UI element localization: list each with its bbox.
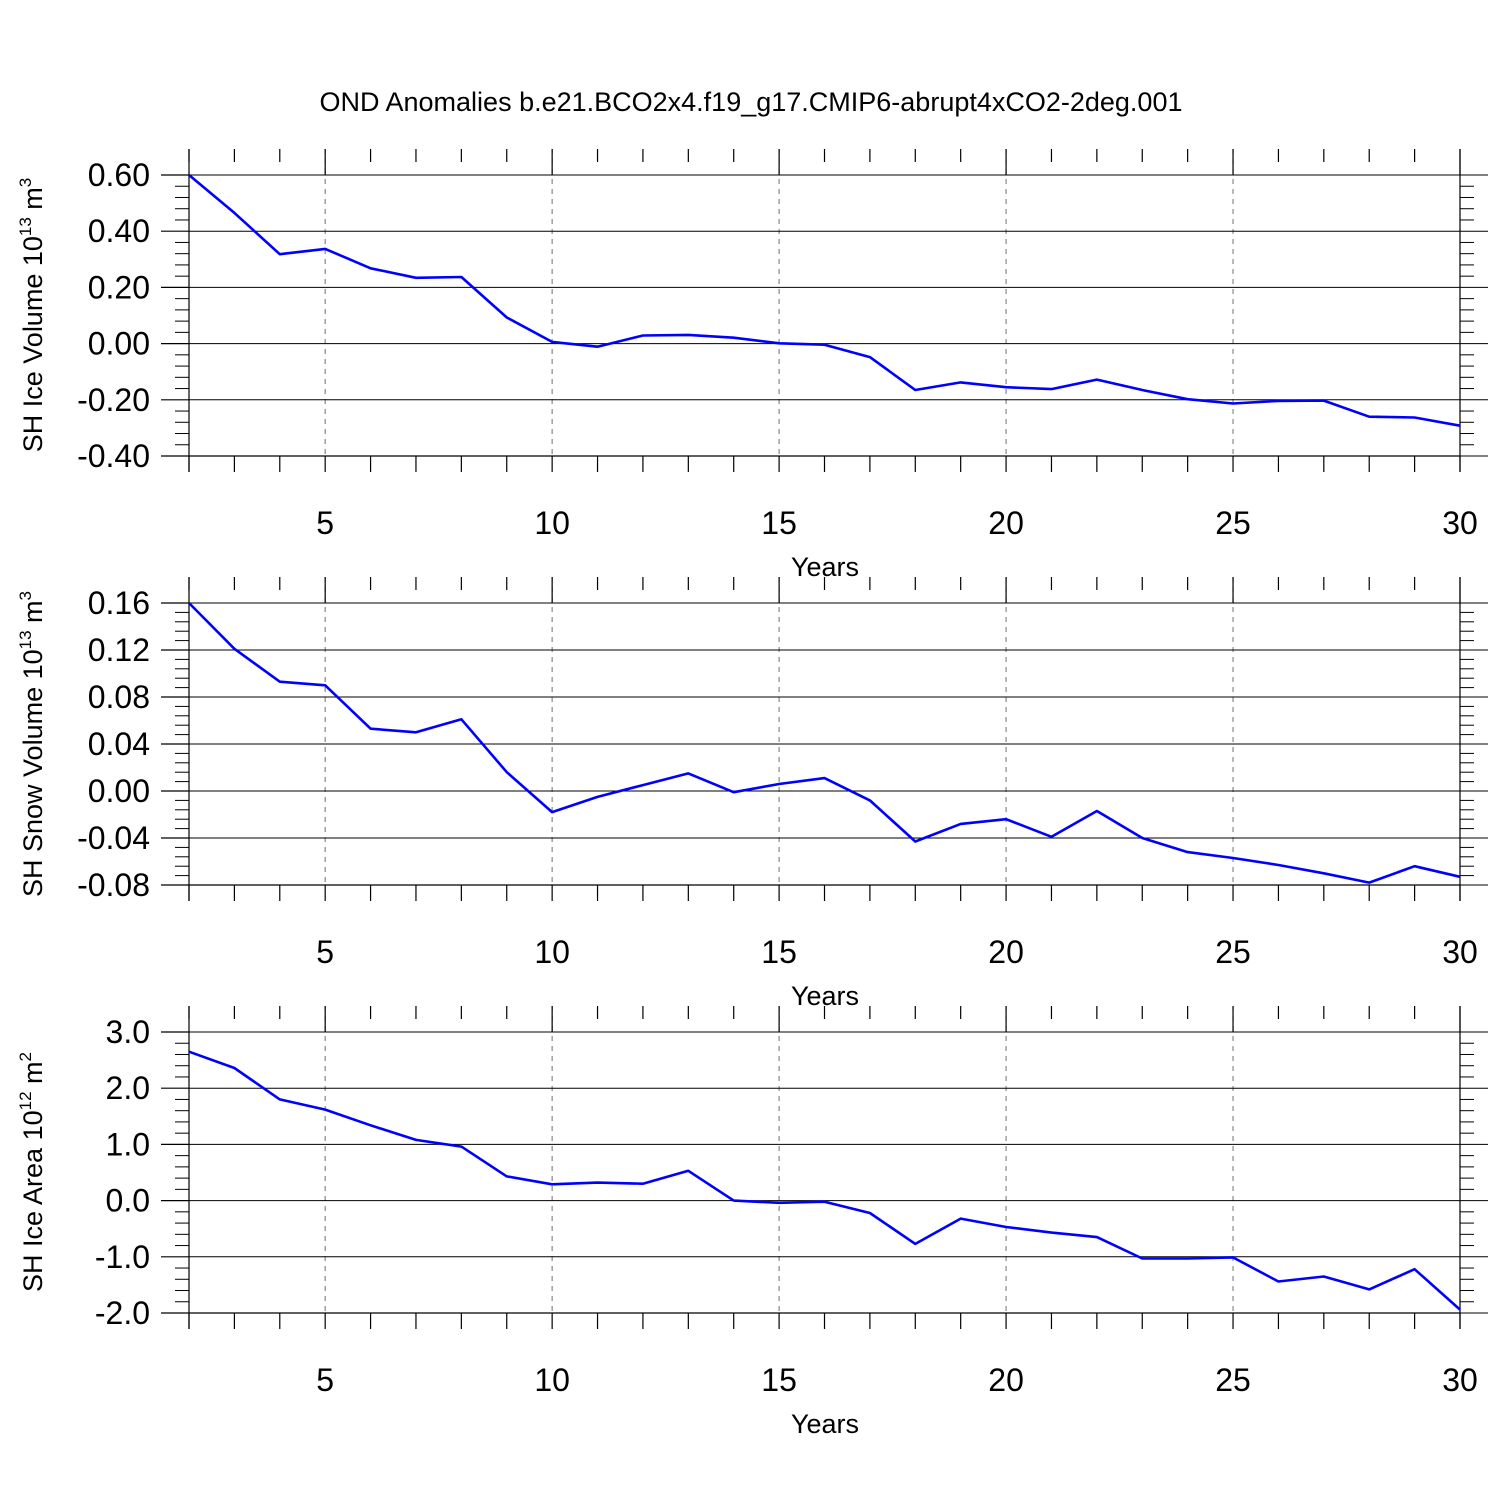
y-tick-label: 3.0 bbox=[106, 1014, 150, 1050]
y-tick-label: -0.04 bbox=[77, 820, 150, 856]
x-tick-label: 20 bbox=[988, 1362, 1024, 1398]
y-tick-label: -1.0 bbox=[95, 1239, 150, 1275]
series-line-1 bbox=[188, 602, 1461, 884]
y-tick-label: 0.08 bbox=[88, 679, 150, 715]
x-axis-title: Years bbox=[791, 1409, 859, 1439]
panels-group: 0.60 0.40 0.20 0.00 -0.20 -0.40 5 10 15 20 25 30 Yea… bbox=[16, 149, 1488, 1439]
chart-panel-2: 0.16 0.12 0.08 0.04 0.00 -0.04 -0.08 5 10 15 20 25 3… bbox=[16, 577, 1488, 1011]
x-tick-label: 20 bbox=[988, 934, 1024, 970]
x-tick-label: 30 bbox=[1442, 505, 1478, 541]
y-tick-label: 0.40 bbox=[88, 213, 150, 249]
y-tick-label: 2.0 bbox=[106, 1070, 150, 1106]
chart-panel-1: 0.600.400.200.00-0.20-0.405 10 15 20 25 30Yea… bbox=[16, 149, 1488, 582]
series-line-1 bbox=[188, 1050, 1461, 1311]
y-tick-label: 0.20 bbox=[88, 269, 150, 305]
y-axis-title: SH Ice Area 1012 m2 bbox=[16, 1052, 48, 1292]
y-tick-label: 0.16 bbox=[88, 585, 150, 621]
x-tick-label: 20 bbox=[988, 505, 1024, 541]
x-tick-label: 10 bbox=[534, 934, 570, 970]
chart-panel-3: 3.0 2.0 1.0 0.0 -1.0 -2.0 5 10 15 20 25 30 Years SH I… bbox=[16, 1006, 1488, 1439]
y-tick-label: -0.40 bbox=[77, 438, 150, 474]
x-tick-label: 5 bbox=[316, 1362, 334, 1398]
x-tick-label: 5 bbox=[316, 934, 334, 970]
y-axis-title: SH Ice Volume 1013 m3 bbox=[16, 178, 48, 453]
x-tick-label: 15 bbox=[761, 505, 797, 541]
x-tick-label: 5 bbox=[316, 505, 334, 541]
y-axis-title: SH Snow Volume 1013 m3 bbox=[16, 591, 48, 897]
y-tick-label: 0.12 bbox=[88, 632, 150, 668]
x-tick-label: 15 bbox=[761, 934, 797, 970]
x-tick-label: 10 bbox=[534, 505, 570, 541]
y-tick-label: -0.08 bbox=[77, 867, 150, 903]
x-tick-label: 25 bbox=[1215, 505, 1251, 541]
y-tick-label: -0.20 bbox=[77, 382, 150, 418]
y-tick-label: 0.04 bbox=[88, 726, 150, 762]
y-tick-label: 1.0 bbox=[106, 1126, 150, 1162]
y-tick-label: 0.60 bbox=[88, 157, 150, 193]
y-tick-label: 0.0 bbox=[106, 1183, 150, 1219]
y-tick-label: 0.00 bbox=[88, 326, 150, 362]
figure-title: OND Anomalies b.e21.BCO2x4.f19_g17.CMIP6… bbox=[320, 87, 1183, 117]
x-tick-label: 10 bbox=[534, 1362, 570, 1398]
x-tick-label: 15 bbox=[761, 1362, 797, 1398]
y-tick-label: 0.00 bbox=[88, 773, 150, 809]
series-line-1 bbox=[188, 174, 1461, 427]
y-tick-label: -2.0 bbox=[95, 1295, 150, 1331]
x-tick-label: 30 bbox=[1442, 934, 1478, 970]
x-tick-label: 30 bbox=[1442, 1362, 1478, 1398]
x-tick-label: 25 bbox=[1215, 934, 1251, 970]
x-tick-label: 25 bbox=[1215, 1362, 1251, 1398]
